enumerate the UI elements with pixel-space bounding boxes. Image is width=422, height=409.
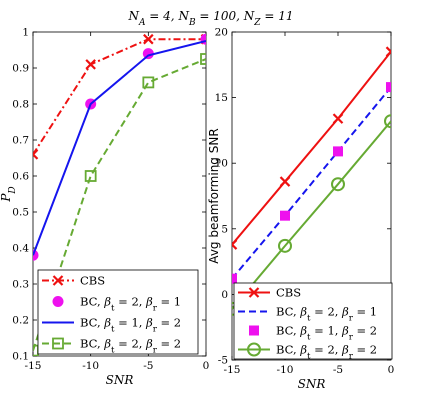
y-tick-label: 0.2 xyxy=(12,315,29,327)
legend-entry: BC, βt = 2, βr = 2 xyxy=(80,337,181,356)
x-tick-label: -5 xyxy=(333,364,343,376)
series-2 xyxy=(232,82,391,284)
y-axis-label: PD xyxy=(0,186,18,202)
data-point xyxy=(278,238,292,253)
series-0 xyxy=(232,46,391,250)
series-1 xyxy=(232,86,391,280)
legend-marker xyxy=(52,275,64,286)
x-tick-label: -10 xyxy=(82,360,99,372)
data-point xyxy=(384,114,391,129)
legend-marker xyxy=(248,287,260,298)
y-tick-label: 15 xyxy=(215,92,228,104)
legend-entry: BC, βt = 2, βr = 1 xyxy=(80,295,181,314)
data-point xyxy=(333,146,343,157)
chart-avg-beamforming-snr: -15 -10 -5 0 -5 0 5 10 15 20 SNR Avg beamforming SN… xyxy=(207,27,395,392)
y-tick-label: 0.1 xyxy=(12,351,29,363)
legend: CBS BC, βt = 2, βr = 1BC, βt = 1, βr = 2B… xyxy=(233,282,393,362)
data-point xyxy=(280,210,290,221)
data-point xyxy=(142,48,154,60)
legend-entry: BC, βt = 2, βr = 1 xyxy=(276,305,377,324)
legend-entry: BC, βt = 2, βr = 2 xyxy=(276,343,377,362)
series-1 xyxy=(33,33,206,261)
legend-entry: BC, βt = 1, βr = 2 xyxy=(80,316,181,335)
y-tick-label: 5 xyxy=(221,223,228,235)
data-point xyxy=(232,239,238,250)
data-point xyxy=(33,149,39,160)
legend-marker xyxy=(249,325,259,336)
legend-marker xyxy=(52,296,64,307)
x-tick-label: 0 xyxy=(388,364,395,376)
y-tick-label: 0.9 xyxy=(12,63,29,75)
series-line xyxy=(232,51,391,246)
series-line xyxy=(33,58,206,351)
legend-entry: BC, βt = 1, βr = 2 xyxy=(276,324,377,343)
y-tick-label: 0.4 xyxy=(12,243,29,255)
y-tick-label: 0.3 xyxy=(12,279,29,291)
data-point xyxy=(232,273,237,284)
data-point xyxy=(143,33,154,45)
data-point xyxy=(200,53,206,65)
data-point xyxy=(279,176,291,187)
legend-entry: CBS xyxy=(80,274,105,288)
legend-marker xyxy=(247,342,261,357)
x-axis-label: SNR xyxy=(298,377,326,391)
y-tick-label: 0.5 xyxy=(12,207,29,219)
series-line xyxy=(33,40,206,256)
x-tick-label: 0 xyxy=(203,360,210,372)
x-axis-label: SNR xyxy=(106,373,134,387)
y-tick-label: 1 xyxy=(22,27,29,39)
data-point xyxy=(331,177,345,192)
y-tick-label: 0.7 xyxy=(12,135,29,147)
legend: CBS BC, βt = 2, βr = 1 BC, βt = 1, βr = 2 B… xyxy=(37,269,199,356)
y-tick-label: 0.6 xyxy=(12,171,29,183)
data-point xyxy=(386,82,391,93)
series-2 xyxy=(33,40,206,256)
chart-detection-probability: -15 -10 -5 0 0.1 0.2 0.3 0.4 0.5 0.6 0.7 0.8 0.9 1 SNR… xyxy=(0,27,210,388)
data-point xyxy=(332,113,344,124)
figure-suptitle: NA = 4, NB = 100, NZ = 11 xyxy=(127,9,293,28)
x-tick-label: -10 xyxy=(277,364,294,376)
legend-marker xyxy=(52,337,64,350)
y-tick-label: 20 xyxy=(215,27,228,39)
y-tick-label: 0.8 xyxy=(12,99,29,111)
y-axis-label: Avg beamforming SNR xyxy=(207,128,221,263)
series-line xyxy=(232,120,391,310)
data-point xyxy=(142,76,155,89)
x-tick-label: -5 xyxy=(143,360,153,372)
y-tick-label: 10 xyxy=(215,158,228,170)
data-point xyxy=(33,249,39,261)
y-tick-label: 0 xyxy=(221,289,228,301)
data-point xyxy=(84,170,97,182)
legend-entry: CBS xyxy=(276,286,301,300)
data-point xyxy=(200,33,206,45)
data-point xyxy=(85,59,96,70)
series-line xyxy=(33,38,206,155)
series-line xyxy=(232,86,391,280)
x-tick-label: -15 xyxy=(25,360,42,372)
y-tick-label: -5 xyxy=(218,355,228,367)
x-tick-label: -15 xyxy=(224,364,241,376)
data-point xyxy=(385,46,391,57)
